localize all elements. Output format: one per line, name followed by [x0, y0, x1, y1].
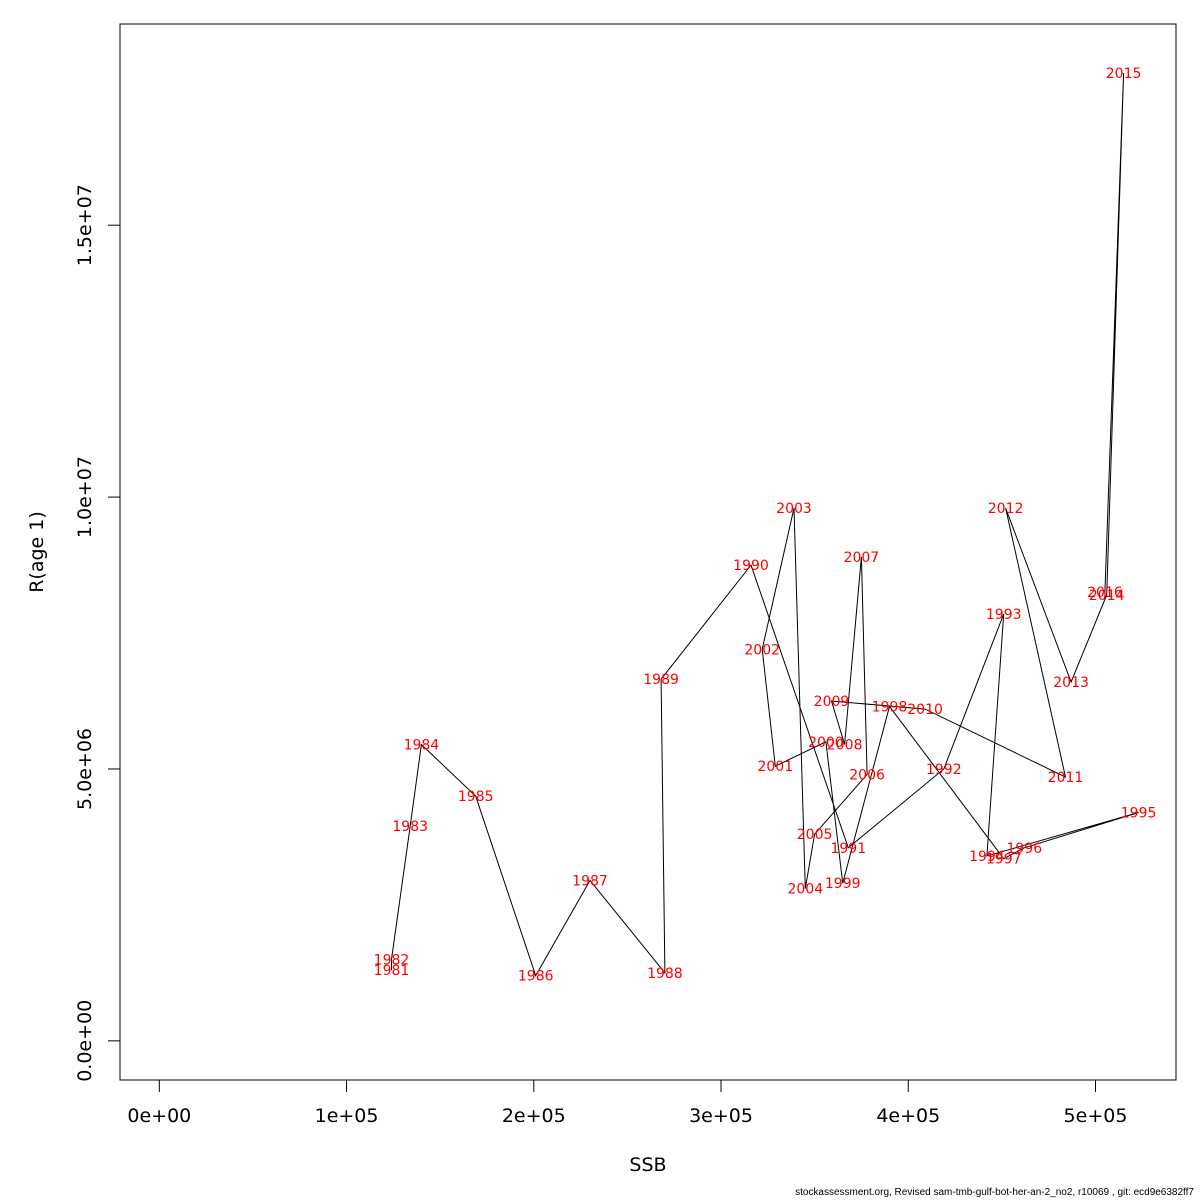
- point-label-1997: 1997: [986, 852, 1022, 868]
- point-label-2014: 2014: [1089, 588, 1125, 604]
- plot-frame: [119, 23, 1177, 1081]
- footer-credit: stockassessment.org, Revised sam-tmb-gul…: [795, 1187, 1194, 1198]
- x-axis-title: SSB: [629, 1154, 666, 1176]
- series-line: [391, 72, 1139, 977]
- point-label-2002: 2002: [744, 642, 780, 658]
- point-label-1999: 1999: [825, 876, 861, 892]
- point-label-2006: 2006: [849, 767, 885, 783]
- y-tick-label: 0.0e+00: [74, 1000, 96, 1082]
- x-axis: 0e+00 1e+05 2e+05 3e+05 4e+05 5e+05: [127, 1079, 1128, 1127]
- point-label-1982: 1982: [374, 952, 410, 968]
- point-label-2012: 2012: [988, 501, 1024, 517]
- point-label-1986: 1986: [518, 969, 554, 985]
- point-label-2013: 2013: [1053, 675, 1089, 691]
- point-label-1993: 1993: [986, 607, 1022, 623]
- y-axis-title: R(age 1): [26, 511, 48, 593]
- x-tick-label: 2e+05: [502, 1105, 566, 1127]
- point-label-1995: 1995: [1121, 806, 1157, 822]
- point-label-1992: 1992: [926, 762, 962, 778]
- point-label-1988: 1988: [647, 966, 683, 982]
- point-label-1991: 1991: [830, 841, 866, 857]
- point-label-2009: 2009: [814, 694, 850, 710]
- series-line-group: [391, 72, 1139, 977]
- point-label-1985: 1985: [458, 789, 494, 805]
- point-label-2003: 2003: [776, 501, 812, 517]
- point-label-1983: 1983: [392, 819, 428, 835]
- x-tick-label: 5e+05: [1064, 1105, 1128, 1127]
- x-tick-label: 0e+00: [127, 1105, 191, 1127]
- point-label-1994: 1994: [969, 849, 1005, 865]
- point-label-1981: 1981: [374, 963, 410, 979]
- point-label-1984: 1984: [404, 738, 440, 754]
- point-label-2008: 2008: [827, 738, 863, 754]
- y-tick-label: 1.5e+07: [74, 184, 96, 266]
- y-axis: 0.0e+00 5.0e+06 1.0e+07 1.5e+07: [74, 184, 121, 1082]
- y-tick-label: 5.0e+06: [74, 728, 96, 810]
- point-label-1998: 1998: [872, 699, 908, 715]
- point-label-2001: 2001: [757, 759, 793, 775]
- x-tick-label: 4e+05: [876, 1105, 940, 1127]
- point-label-1989: 1989: [643, 672, 679, 688]
- y-tick-label: 1.0e+07: [74, 456, 96, 538]
- point-label-2005: 2005: [797, 827, 833, 843]
- x-tick-label: 1e+05: [315, 1105, 379, 1127]
- point-label-1996: 1996: [1006, 841, 1042, 857]
- point-label-1987: 1987: [572, 873, 608, 889]
- point-label-2016: 2016: [1087, 585, 1123, 601]
- point-label-2007: 2007: [844, 550, 880, 566]
- x-tick-label: 3e+05: [689, 1105, 753, 1127]
- point-label-2011: 2011: [1048, 770, 1084, 786]
- point-label-2004: 2004: [787, 882, 823, 898]
- point-label-2000: 2000: [808, 735, 844, 751]
- point-label-2015: 2015: [1106, 66, 1142, 82]
- point-label-1990: 1990: [733, 558, 769, 574]
- point-label-2010: 2010: [907, 702, 943, 718]
